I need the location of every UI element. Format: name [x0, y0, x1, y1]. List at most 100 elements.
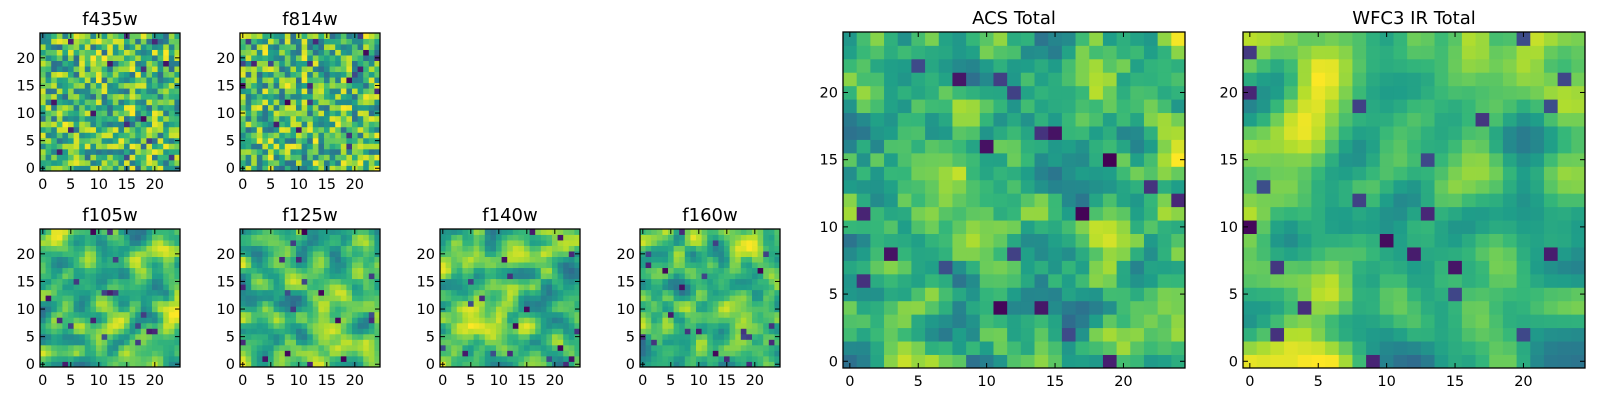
heatmap-cell — [146, 66, 153, 73]
heatmap-cell — [251, 159, 258, 166]
heatmap-cell — [112, 273, 119, 280]
heatmap-cell — [357, 66, 364, 73]
heatmap-cell — [301, 148, 308, 155]
heatmap-cell — [966, 99, 981, 114]
heatmap-cell — [1102, 152, 1117, 167]
heatmap-cell — [268, 55, 274, 61]
heatmap-cell — [140, 289, 147, 296]
heatmap-cell — [301, 256, 308, 263]
heatmap-cell — [1270, 273, 1285, 288]
heatmap-cell — [1516, 300, 1531, 315]
heatmap-cell — [101, 355, 108, 362]
heatmap-cell — [752, 278, 758, 285]
heatmap-cell — [112, 350, 119, 357]
heatmap-cell — [662, 317, 669, 324]
heatmap-cell — [518, 251, 525, 257]
heatmap-cell — [1475, 193, 1490, 208]
heatmap-cell — [256, 154, 263, 161]
heatmap-cell — [468, 240, 474, 246]
heatmap-cell — [251, 115, 258, 122]
heatmap-cell — [240, 77, 246, 84]
heatmap-cell — [118, 77, 125, 84]
heatmap-cell — [501, 262, 508, 269]
heatmap-cell — [56, 284, 63, 291]
heatmap-cell — [240, 104, 246, 111]
heatmap-cell — [51, 355, 58, 362]
heatmap-cell — [512, 328, 519, 335]
heatmap-cell — [118, 344, 125, 351]
heatmap-cell — [979, 99, 994, 114]
heatmap-cell — [296, 137, 302, 144]
heatmap-cell — [329, 317, 336, 324]
heatmap-cell — [1171, 179, 1186, 194]
heatmap-cell — [352, 273, 358, 280]
heatmap-cell — [870, 354, 885, 369]
heatmap-cell — [256, 60, 263, 67]
heatmap-cell — [357, 132, 364, 139]
heatmap-cell — [524, 256, 530, 263]
heatmap-cell — [524, 289, 530, 296]
heatmap-cell — [724, 306, 730, 313]
y-tick-label: 0 — [626, 357, 635, 373]
heatmap-cell — [938, 354, 953, 369]
heatmap-cell — [966, 166, 981, 181]
heatmap-cell — [656, 229, 663, 235]
heatmap-cell — [479, 229, 486, 235]
heatmap-cell — [546, 350, 553, 357]
heatmap-cell — [307, 262, 314, 269]
heatmap-cell — [574, 245, 581, 252]
heatmap-cell — [1557, 206, 1572, 221]
heatmap-cell — [290, 60, 297, 67]
heatmap-cell — [938, 152, 953, 167]
heatmap-cell — [740, 289, 747, 296]
heatmap-cell — [296, 322, 302, 329]
heatmap-cell — [73, 328, 80, 335]
heatmap-cell — [84, 251, 91, 257]
heatmap-cell — [45, 143, 52, 150]
heatmap-cell — [645, 333, 652, 340]
heatmap-cell — [335, 126, 342, 133]
heatmap-cell — [79, 93, 86, 100]
heatmap-cell — [296, 66, 302, 73]
heatmap-cell — [563, 295, 570, 302]
heatmap-cell — [68, 355, 74, 362]
heatmap-cell — [768, 278, 775, 285]
heatmap-cell — [335, 132, 342, 139]
heatmap-cell — [763, 229, 770, 235]
heatmap-cell — [96, 355, 102, 362]
heatmap-cell — [668, 344, 674, 351]
heatmap-cell — [73, 143, 80, 150]
heatmap-cell — [262, 284, 269, 291]
heatmap-cell — [1557, 247, 1572, 261]
heatmap-cell — [1048, 193, 1063, 208]
heatmap-cell — [307, 88, 314, 95]
heatmap-cell — [245, 132, 252, 139]
heatmap-cell — [112, 154, 119, 161]
heatmap-cell — [496, 240, 502, 246]
heatmap-cell — [1075, 72, 1090, 87]
heatmap-cell — [1089, 99, 1104, 114]
heatmap-cell — [679, 273, 686, 280]
heatmap-cell — [1075, 260, 1090, 275]
heatmap-cell — [363, 339, 370, 346]
heatmap-cell — [1075, 126, 1090, 140]
heatmap-cell — [1461, 354, 1476, 369]
heatmap-cell — [1407, 314, 1422, 329]
heatmap-cell — [966, 32, 981, 46]
heatmap-cell — [124, 82, 130, 89]
heatmap-cell — [45, 245, 52, 252]
heatmap-cell — [535, 295, 542, 302]
heatmap-cell — [324, 104, 330, 111]
heatmap-cell — [296, 317, 302, 324]
heatmap-cell — [140, 143, 147, 150]
heatmap-cell — [62, 240, 69, 246]
heatmap-cell — [157, 137, 164, 144]
heatmap-cell — [96, 71, 102, 78]
heatmap-cell — [1256, 220, 1271, 234]
heatmap-cell — [456, 245, 463, 252]
heatmap-cell — [335, 300, 342, 307]
heatmap-cell — [168, 355, 175, 362]
heatmap-cell — [374, 159, 381, 166]
